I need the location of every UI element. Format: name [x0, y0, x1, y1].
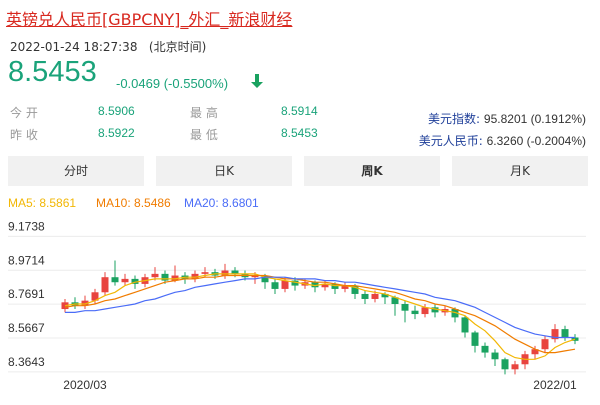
page-title[interactable]: 英镑兑人民币[GBPCNY]_外汇_新浪财经	[6, 10, 293, 29]
candle-body	[431, 307, 439, 313]
candle-body	[531, 349, 539, 355]
x-tick-label: 2022/01	[533, 378, 577, 392]
tab[interactable]: 日K	[156, 156, 292, 186]
candle-body	[271, 282, 279, 289]
candle-body	[161, 273, 169, 281]
candle-body	[291, 280, 299, 286]
stat-label: 最 低	[190, 128, 218, 142]
candle-body	[281, 280, 289, 289]
candle-body	[551, 329, 559, 340]
tab[interactable]: 月K	[452, 156, 588, 186]
time: 2022-01-24 18:27:38	[10, 40, 138, 54]
legend-name: MA5:	[8, 196, 37, 210]
change-pct: (-0.5500%)	[163, 76, 229, 91]
related-quote[interactable]: 美元指数: 95.8201 (0.1912%)	[428, 110, 586, 127]
candle-body	[561, 329, 569, 338]
chart: 9.1738 8.9714 8.7691 8.5667 8.3643 2020/03 202…	[8, 219, 586, 392]
candle-body	[201, 272, 209, 274]
stat-value: 8.5914	[281, 104, 318, 118]
legend-name: MA10:	[96, 196, 131, 210]
tab[interactable]: 分时	[8, 156, 144, 186]
down-arrow	[251, 74, 263, 88]
candle-body	[501, 359, 509, 370]
candle-body	[541, 339, 549, 350]
candle-body	[321, 283, 329, 288]
related-value: 6.3260 (-0.2004%)	[486, 134, 586, 148]
candle-body	[91, 292, 99, 301]
stat-label: 今 开	[10, 106, 38, 120]
related-value: 95.8201 (0.1912%)	[483, 112, 586, 126]
related-quote[interactable]: 美元人民币: 6.3260 (-0.2004%)	[419, 132, 586, 149]
y-tick-label: 8.3643	[8, 355, 45, 369]
candle-body	[131, 278, 139, 284]
ma-line	[64, 273, 576, 360]
candle-body	[231, 270, 239, 274]
candle-body	[491, 352, 499, 360]
legend-name: MA20:	[184, 196, 219, 210]
tab-active[interactable]: 周K	[304, 156, 440, 186]
candle-body	[251, 275, 259, 278]
y-tick-label: 8.7691	[8, 287, 45, 301]
candle-body	[361, 293, 369, 299]
candle-body	[261, 275, 269, 283]
timezone: (北京时间)	[148, 40, 207, 54]
candle-body	[571, 337, 579, 341]
candle-body	[221, 270, 229, 276]
candle-body	[191, 273, 199, 279]
candle-body	[381, 293, 389, 298]
timestamp: 2022-01-24 18:27:38 (北京时间)	[10, 38, 206, 55]
stat-label: 昨 收	[10, 128, 38, 142]
candle-body	[481, 345, 489, 353]
legend-item: MA5: 8.5861	[8, 196, 76, 210]
y-tick-label: 8.9714	[8, 253, 45, 267]
candle-body	[351, 285, 359, 294]
change-value: -0.0469	[116, 76, 161, 91]
y-tick-label: 9.1738	[8, 219, 45, 233]
related-label: 美元指数:	[428, 112, 481, 126]
stat-value: 8.5906	[98, 104, 135, 118]
candle-body	[331, 283, 339, 289]
legend-value: 8.6801	[222, 196, 259, 210]
candle-body	[411, 310, 419, 315]
candle-body	[511, 364, 519, 370]
stat-value: 8.5453	[281, 126, 318, 140]
candle-body	[461, 317, 469, 333]
candle-body	[391, 297, 399, 304]
y-tick-label: 8.5667	[8, 321, 45, 335]
stat-value: 8.5922	[98, 126, 135, 140]
candle-body	[451, 309, 459, 318]
candle-body	[111, 277, 119, 283]
candle-body	[421, 307, 429, 315]
candle-body	[471, 332, 479, 346]
price: 8.5453	[8, 56, 97, 88]
candle-body	[311, 282, 319, 288]
candle-body	[101, 277, 109, 293]
related-label: 美元人民币:	[418, 134, 483, 148]
candle-body	[401, 304, 409, 311]
change: -0.0469 (-0.5500%)	[116, 76, 228, 91]
legend-item: MA20: 8.6801	[184, 196, 259, 210]
candle-body	[81, 300, 89, 306]
stat-label: 最 高	[190, 106, 218, 120]
legend-item: MA10: 8.5486	[96, 196, 171, 210]
legend-value: 8.5486	[134, 196, 171, 210]
legend-value: 8.5861	[39, 196, 77, 210]
candle-body	[151, 273, 159, 278]
x-tick-label: 2020/03	[63, 378, 107, 392]
candle-body	[371, 293, 379, 299]
candle-body	[121, 278, 129, 283]
ma-line	[65, 276, 575, 339]
candle-body	[171, 275, 179, 281]
ma-line	[64, 274, 576, 354]
candle-body	[341, 285, 349, 289]
